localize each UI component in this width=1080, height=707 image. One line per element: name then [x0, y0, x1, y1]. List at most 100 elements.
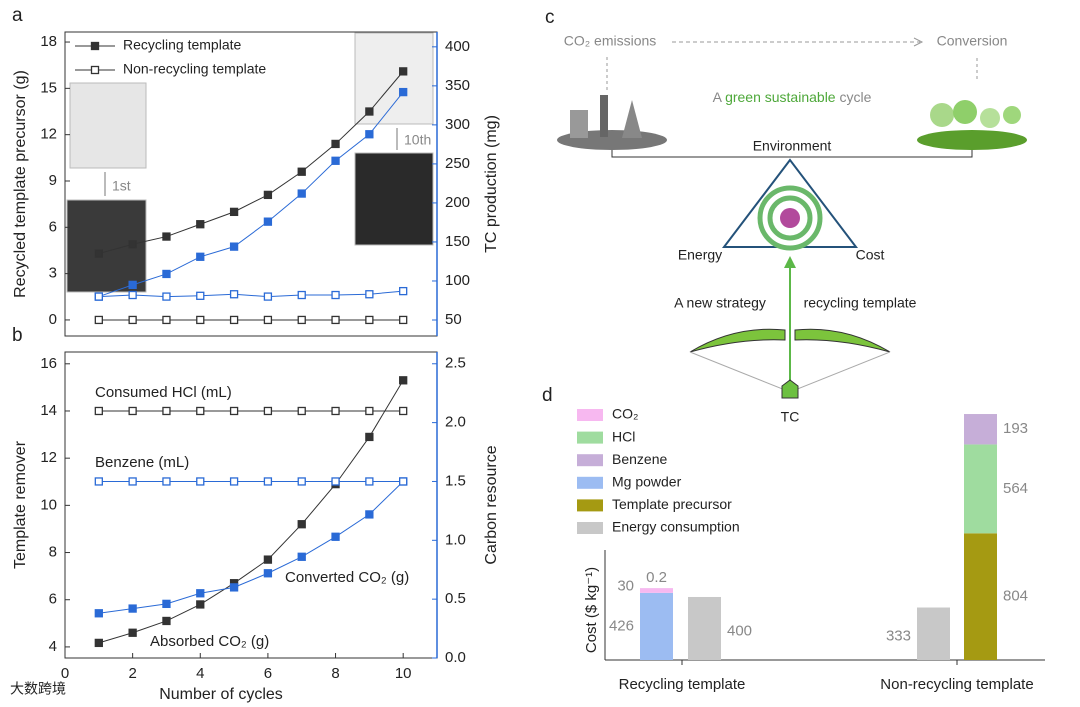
data-point [399, 376, 408, 385]
y2-tick-label: 1.0 [445, 531, 466, 548]
y2-tick-label: 250 [445, 155, 470, 172]
series-line [98, 481, 404, 614]
data-point [297, 552, 306, 561]
legend-marker [90, 65, 100, 75]
arrow-head [784, 256, 796, 268]
data-point [94, 406, 103, 416]
watermark: 大数跨境 [10, 681, 66, 697]
triangle [721, 158, 859, 248]
data-point [365, 107, 374, 116]
data-point [94, 292, 103, 301]
data-point [365, 315, 374, 325]
y2-tick-label: 200 [445, 194, 470, 211]
y2-tick-label: 1.5 [445, 472, 466, 489]
legend-swatch [577, 522, 603, 534]
bar [688, 596, 721, 660]
y2-axis-label: TC production (mg) [483, 115, 500, 253]
data-point [229, 583, 239, 592]
y2-tick-label: 0.0 [445, 649, 466, 666]
y-tick-label: 4 [49, 638, 57, 655]
series-line [98, 290, 404, 298]
tree [1003, 106, 1021, 124]
data-point [365, 432, 374, 442]
data-point [399, 286, 408, 296]
bar-segment [964, 414, 997, 445]
data-point [162, 232, 171, 241]
legend-label: Mg powder [612, 474, 682, 490]
bar-segment [964, 533, 997, 660]
data-point [162, 269, 171, 279]
data-point [263, 477, 273, 486]
tree [953, 100, 977, 124]
value-label: 193 [1003, 420, 1028, 437]
y-tick-label: 18 [40, 33, 57, 50]
data-point [399, 87, 408, 97]
data-point [399, 315, 408, 325]
bar-segment [640, 592, 673, 660]
y2-tick-label: 150 [445, 233, 470, 250]
legend-label: CO₂ [612, 406, 638, 422]
y-tick-label: 16 [40, 355, 57, 372]
y-tick-label: 10 [40, 496, 57, 513]
data-point [331, 477, 340, 486]
y2-tick-label: 100 [445, 272, 470, 289]
data-point [297, 315, 306, 325]
panel-label: b [12, 325, 23, 346]
data-point [331, 315, 340, 325]
conversion: Conversion [937, 33, 1008, 49]
series-line [98, 91, 404, 298]
data-point [229, 406, 239, 416]
data-point [128, 315, 137, 325]
y2-tick-label: 350 [445, 77, 470, 94]
legend-label: Energy consumption [612, 519, 740, 535]
y-tick-label: 3 [49, 265, 57, 282]
y-tick-label: 8 [49, 544, 57, 561]
data-point [297, 167, 306, 176]
tree [980, 108, 1000, 128]
y-tick-label: 15 [40, 79, 57, 96]
y-tick-label: 12 [40, 449, 57, 466]
value-label: 0.2 [646, 569, 667, 586]
bar-segment [640, 588, 673, 593]
series-label: Absorbed CO₂ (g) [150, 633, 269, 650]
data-point [229, 207, 239, 217]
tree [930, 103, 954, 127]
x-tick-label: 2 [128, 665, 136, 682]
series-label: Converted CO₂ (g) [285, 569, 409, 586]
value-label: 400 [727, 622, 752, 639]
diagram: c CO₂ emissions Conversion A green susta… [545, 7, 1027, 425]
panel-label: d [542, 385, 553, 406]
cost: Cost [856, 247, 885, 263]
data-point [229, 315, 239, 325]
value-label: 426 [609, 617, 634, 634]
data-point [128, 290, 137, 300]
ring [767, 195, 813, 241]
cycle-word: green sustainable [725, 89, 836, 105]
x-tick-label: 8 [331, 665, 339, 682]
data-point [263, 292, 273, 301]
y2-tick-label: 400 [445, 38, 470, 55]
data-point [94, 638, 103, 648]
data-point [263, 217, 273, 226]
cycle-word: A [713, 89, 723, 105]
data-point [128, 280, 137, 290]
x-tick-label: Recycling template [619, 676, 746, 693]
y2-tick-label: 0.5 [445, 590, 466, 607]
value-label: 804 [1003, 588, 1028, 605]
legend-label: HCl [612, 428, 635, 444]
bow-limb [794, 328, 891, 353]
energy: Energy [678, 247, 722, 263]
data-point [297, 406, 306, 416]
bar [917, 607, 950, 660]
y-tick-label: 6 [49, 591, 57, 608]
data-point [94, 609, 103, 618]
cycle-word: cycle [839, 89, 871, 105]
data-point [365, 130, 374, 139]
legend-swatch [577, 454, 603, 467]
data-point [196, 406, 205, 416]
x-tick-label: 6 [264, 665, 272, 682]
series-label: Benzene (mL) [95, 454, 189, 471]
bar-segment [964, 444, 997, 534]
